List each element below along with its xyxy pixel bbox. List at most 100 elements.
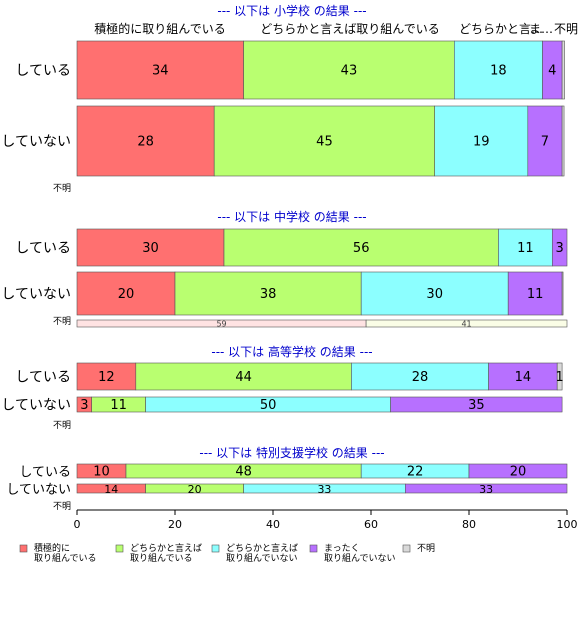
x-tick-label: 60 (364, 518, 378, 531)
column-header-label: 不明 (554, 22, 578, 36)
data-label: 14 (515, 370, 532, 385)
bar-segment (76, 362, 137, 391)
data-label: 18 (490, 64, 507, 79)
data-label: 10 (93, 465, 110, 480)
data-label: 28 (137, 135, 154, 150)
bar-segment (468, 463, 568, 479)
bar-segment (243, 40, 455, 100)
legend-swatch (211, 544, 220, 553)
column-header-label: ま… (529, 22, 553, 36)
row-label: している (15, 63, 71, 79)
data-label: 43 (341, 64, 358, 79)
x-tick-label: 100 (557, 518, 578, 531)
data-label: 28 (412, 370, 429, 385)
bar-segment (174, 271, 362, 316)
row-label: していない (6, 483, 71, 498)
unknown-row-label: 不明 (53, 501, 71, 512)
data-label: 30 (142, 241, 159, 256)
data-label: 11 (517, 241, 534, 256)
data-label: 3 (556, 241, 564, 256)
bar-segment (76, 105, 215, 177)
row-label: していない (1, 287, 71, 303)
data-label: 20 (188, 483, 202, 496)
data-label: 11 (110, 398, 127, 413)
bar-segment (551, 228, 568, 267)
legend-label: まったく (324, 543, 360, 554)
unknown-row-label: 不明 (53, 183, 71, 194)
legend-swatch (19, 544, 28, 553)
bar-segment (76, 228, 225, 267)
data-label: 1 (556, 370, 564, 385)
data-label: 20 (510, 465, 527, 480)
row-label: していない (1, 134, 71, 150)
x-tick-label: 80 (462, 518, 476, 531)
panel-title: --- 以下は 高等学校 の結果 --- (211, 344, 372, 359)
bar-segment (556, 362, 563, 391)
legend-label: どちらかと言えば (226, 542, 298, 554)
bar-segment (527, 105, 563, 177)
column-header-label: どちらかと言… (459, 22, 543, 36)
x-tick-label: 40 (266, 518, 280, 531)
data-label: 20 (118, 287, 135, 302)
bar-segment (561, 40, 565, 100)
data-label: 7 (541, 135, 549, 150)
panel-title: --- 以下は 中学校 の結果 --- (217, 209, 366, 224)
row-label: している (15, 370, 71, 386)
data-label: 48 (235, 465, 252, 480)
data-label: 38 (260, 287, 277, 302)
data-label: 19 (473, 135, 490, 150)
unknown-row-label: 不明 (53, 316, 71, 327)
bar-segment (434, 105, 529, 177)
data-label: 3 (80, 398, 88, 413)
legend-label: 積極的に (34, 542, 70, 554)
data-label: 45 (316, 135, 333, 150)
legend-label: どちらかと言えば (130, 542, 202, 554)
unknown-data-label: 59 (216, 320, 226, 329)
row-label: している (19, 465, 71, 480)
data-label: 30 (426, 287, 443, 302)
data-label: 34 (152, 64, 169, 79)
data-label: 56 (353, 241, 370, 256)
legend-label: 取り組んでいない (324, 552, 396, 564)
data-label: 22 (407, 465, 424, 480)
bar-segment (135, 362, 352, 391)
legend-label: 取り組んでいる (34, 552, 97, 564)
unknown-data-label: 41 (461, 320, 471, 329)
x-tick-label: 0 (74, 518, 81, 531)
bar-segment (223, 228, 499, 267)
data-label: 44 (235, 370, 252, 385)
legend-swatch (115, 544, 124, 553)
unknown-row-label: 不明 (53, 420, 71, 431)
bar-segment (404, 483, 568, 494)
data-label: 50 (260, 398, 277, 413)
data-label: 33 (317, 483, 331, 496)
data-label: 35 (468, 398, 485, 413)
bar-segment (213, 105, 435, 177)
panel-title: --- 以下は 小学校 の結果 --- (217, 3, 366, 18)
row-label: している (15, 241, 71, 257)
bar-segment (76, 271, 176, 316)
x-tick-label: 20 (168, 518, 182, 531)
data-label: 11 (527, 287, 544, 302)
legend-label: 不明 (417, 543, 435, 554)
row-label: していない (1, 398, 71, 414)
data-label: 12 (98, 370, 115, 385)
bar-segment (498, 228, 553, 267)
bar-segment (561, 105, 565, 177)
bar-segment (360, 271, 509, 316)
data-label: 4 (548, 64, 556, 79)
panel-title: --- 以下は 特別支援学校 の結果 --- (199, 445, 384, 460)
data-label: 33 (479, 483, 493, 496)
legend-swatch (402, 544, 411, 553)
unknown-bar-segment (365, 319, 568, 328)
legend-label: 取り組んでいない (226, 552, 298, 564)
column-header-label: 積極的に取り組んでいる (94, 21, 225, 36)
legend-label: 取り組んでいる (130, 552, 193, 564)
data-label: 14 (104, 483, 118, 496)
bar-segment (507, 271, 563, 316)
legend-swatch (309, 544, 318, 553)
bar-segment (488, 362, 558, 391)
bar-segment (390, 396, 563, 413)
bar-segment (561, 271, 564, 316)
